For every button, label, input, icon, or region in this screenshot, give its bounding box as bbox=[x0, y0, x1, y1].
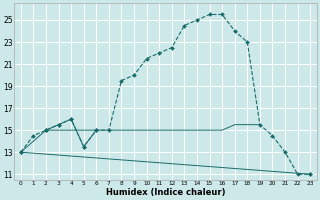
X-axis label: Humidex (Indice chaleur): Humidex (Indice chaleur) bbox=[106, 188, 225, 197]
